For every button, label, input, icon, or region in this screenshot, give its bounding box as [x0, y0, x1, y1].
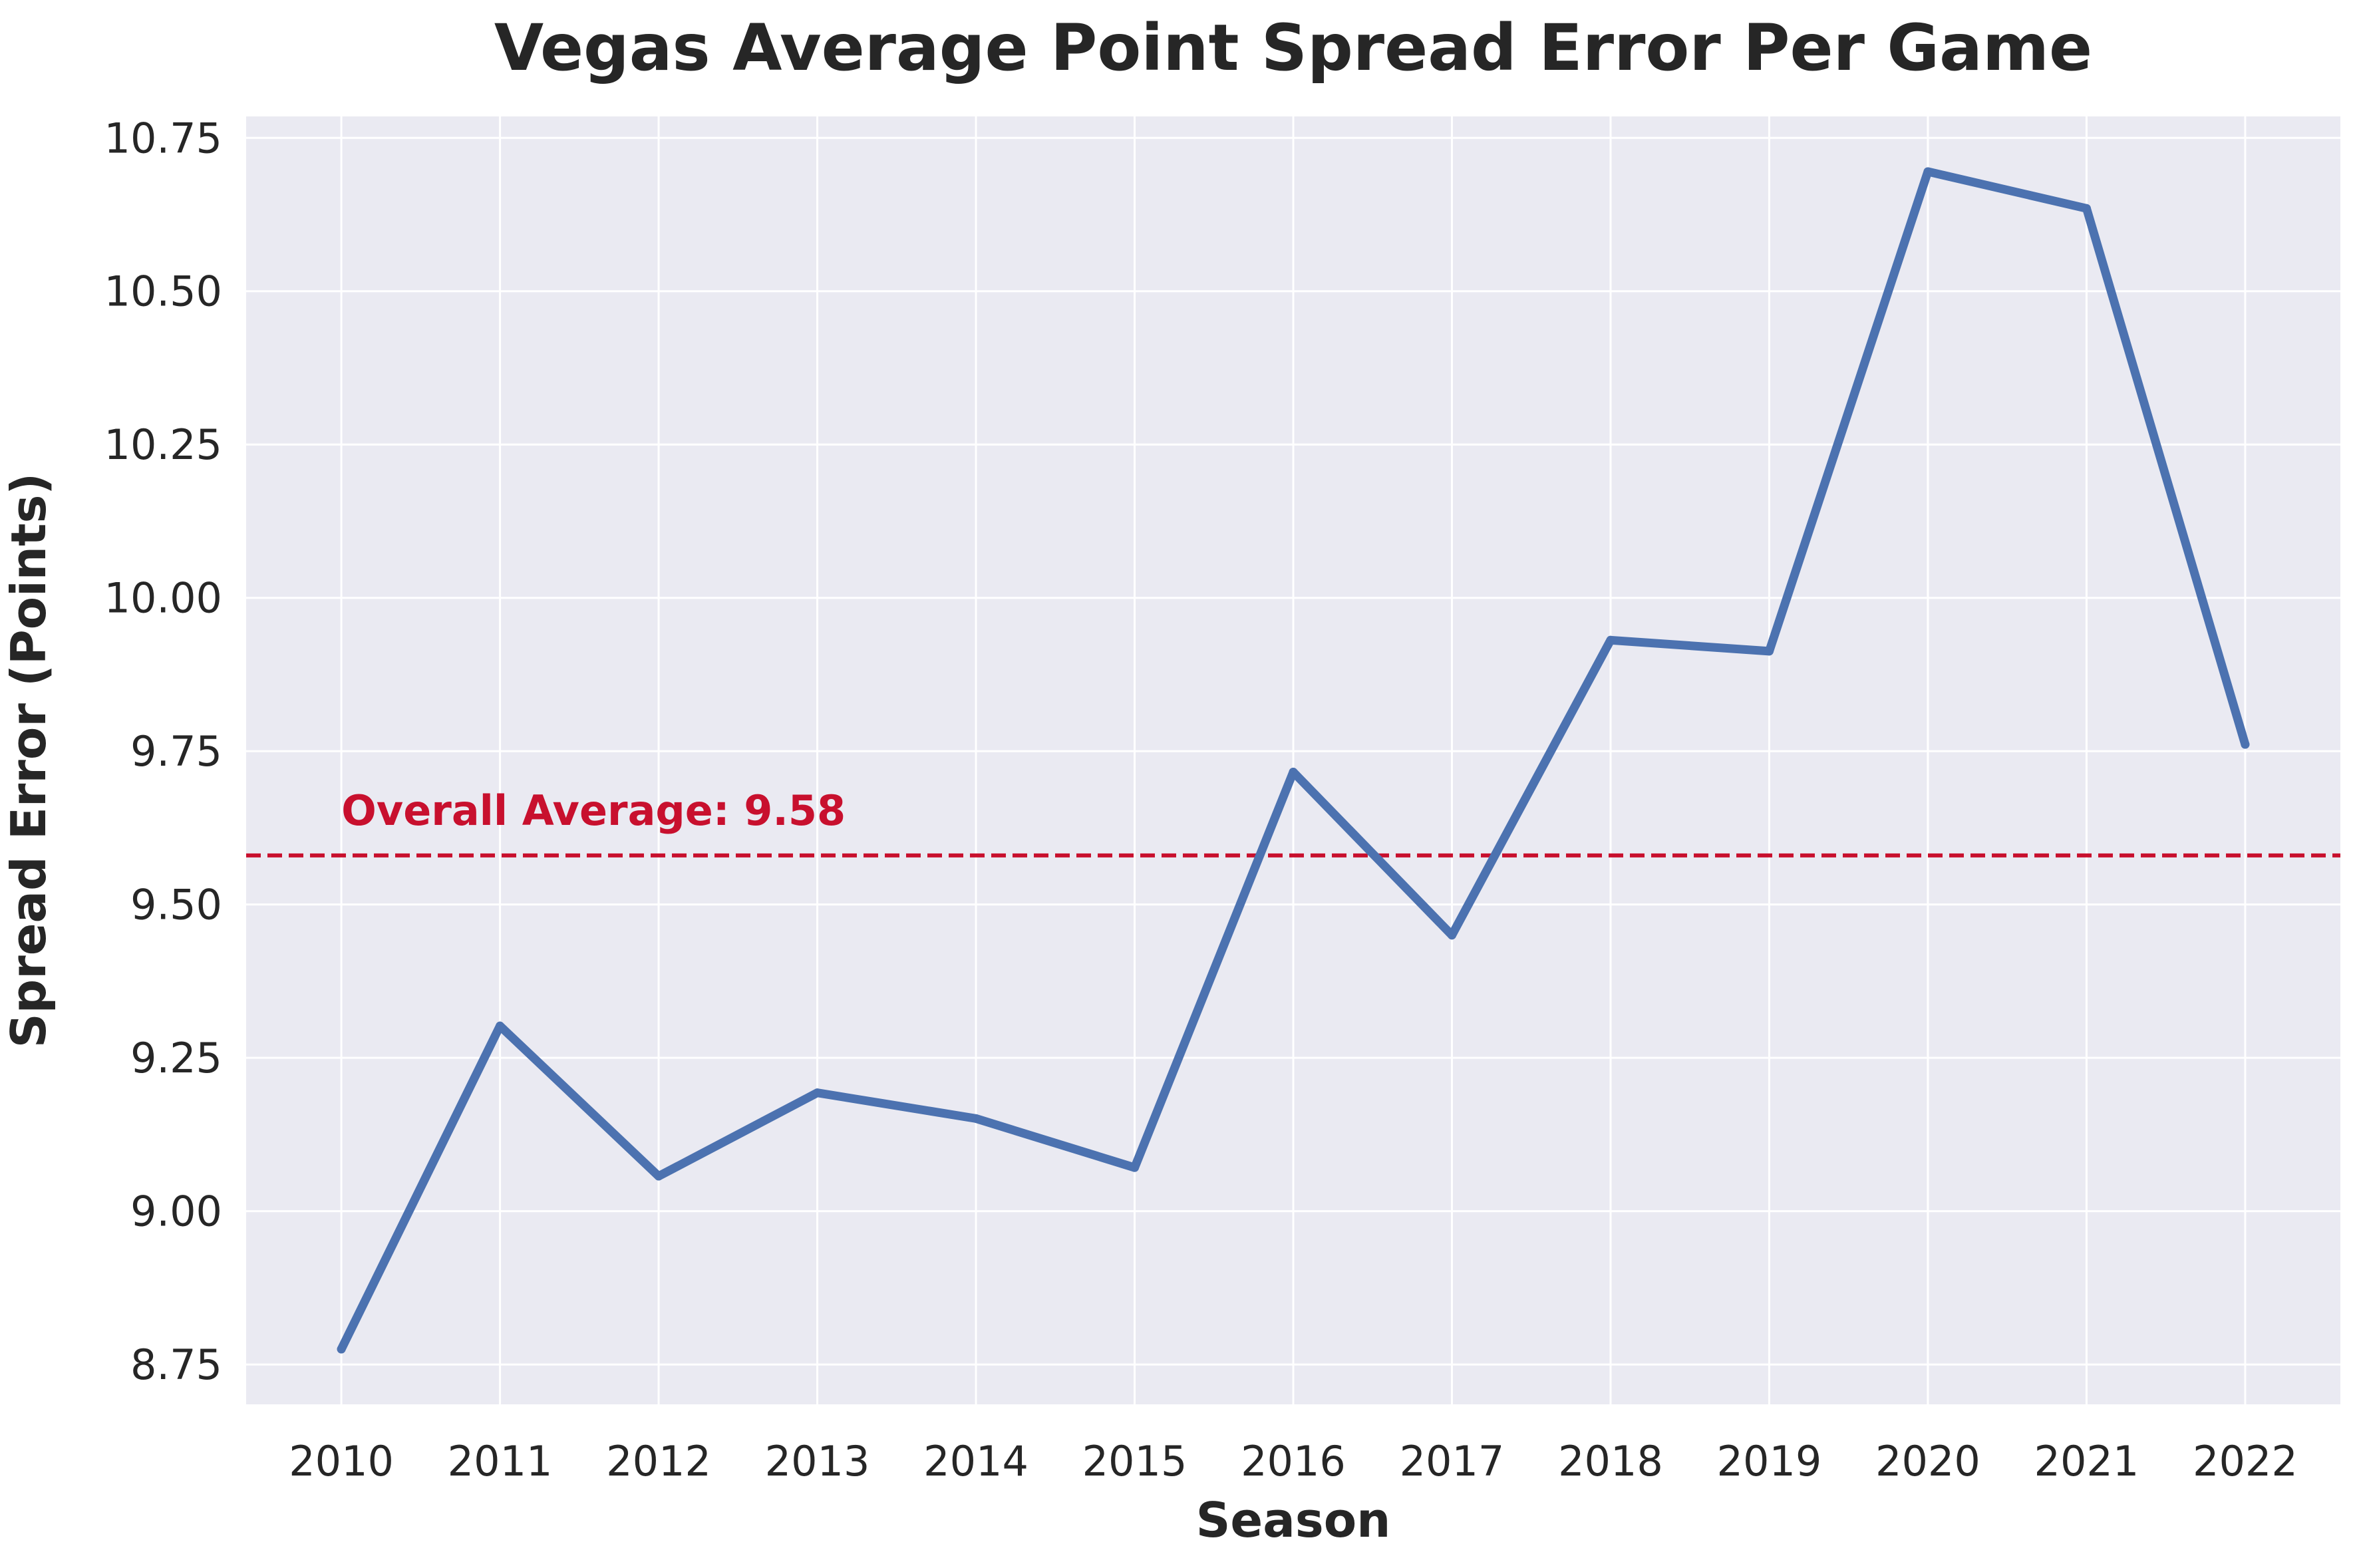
x-axis-label: Season	[1196, 1492, 1391, 1548]
x-tick-label: 2021	[2034, 1437, 2139, 1486]
data-point-2016	[1289, 768, 1298, 777]
chart-title: Vegas Average Point Spread Error Per Gam…	[494, 11, 2092, 85]
data-point-2021	[2082, 204, 2091, 213]
y-tick-label: 9.50	[130, 881, 222, 929]
y-tick-label: 10.50	[104, 267, 223, 316]
x-tick-label: 2019	[1717, 1437, 1822, 1486]
data-point-2020	[1923, 167, 1933, 176]
x-tick-label: 2020	[1875, 1437, 1980, 1486]
x-tick-label: 2012	[606, 1437, 711, 1486]
x-tick-label: 2015	[1082, 1437, 1187, 1486]
data-point-2014	[971, 1114, 981, 1123]
y-tick-label: 10.75	[104, 114, 223, 162]
data-point-2010	[337, 1344, 346, 1354]
x-tick-labels: 2010 2011 2012 2013 2014 2015 2016 2017 2018 2019…	[289, 1437, 2298, 1486]
data-point-2015	[1130, 1163, 1140, 1172]
data-point-2017	[1447, 931, 1456, 940]
data-point-2019	[1764, 647, 1774, 656]
overall-average-annotation: Overall Average: 9.58	[341, 786, 846, 835]
y-tick-label: 9.75	[130, 727, 222, 776]
y-tick-label: 10.25	[104, 420, 223, 469]
x-tick-label: 2018	[1558, 1437, 1663, 1486]
data-point-2022	[2241, 740, 2250, 749]
y-tick-labels: 8.75 9.00 9.25 9.50 9.75 10.00 10.25 10.50 10.75	[104, 114, 223, 1389]
y-tick-label: 8.75	[130, 1340, 222, 1389]
series-group	[337, 167, 2250, 1354]
y-axis-label: Spread Error (Points)	[1, 473, 57, 1048]
y-tick-label: 9.25	[130, 1034, 222, 1082]
x-tick-label: 2022	[2193, 1437, 2298, 1486]
x-tick-label: 2011	[448, 1437, 553, 1486]
x-tick-label: 2016	[1241, 1437, 1346, 1486]
y-tick-label: 10.00	[104, 574, 223, 623]
x-tick-label: 2017	[1400, 1437, 1505, 1486]
x-tick-label: 2010	[289, 1437, 394, 1486]
grid-lines	[246, 116, 2340, 1404]
data-point-2013	[813, 1088, 822, 1098]
data-point-2012	[654, 1172, 663, 1181]
y-tick-label: 9.00	[130, 1187, 222, 1236]
data-point-2011	[496, 1021, 505, 1030]
x-tick-label: 2013	[765, 1437, 870, 1486]
x-tick-label: 2014	[923, 1437, 1028, 1486]
data-point-2018	[1606, 635, 1615, 645]
